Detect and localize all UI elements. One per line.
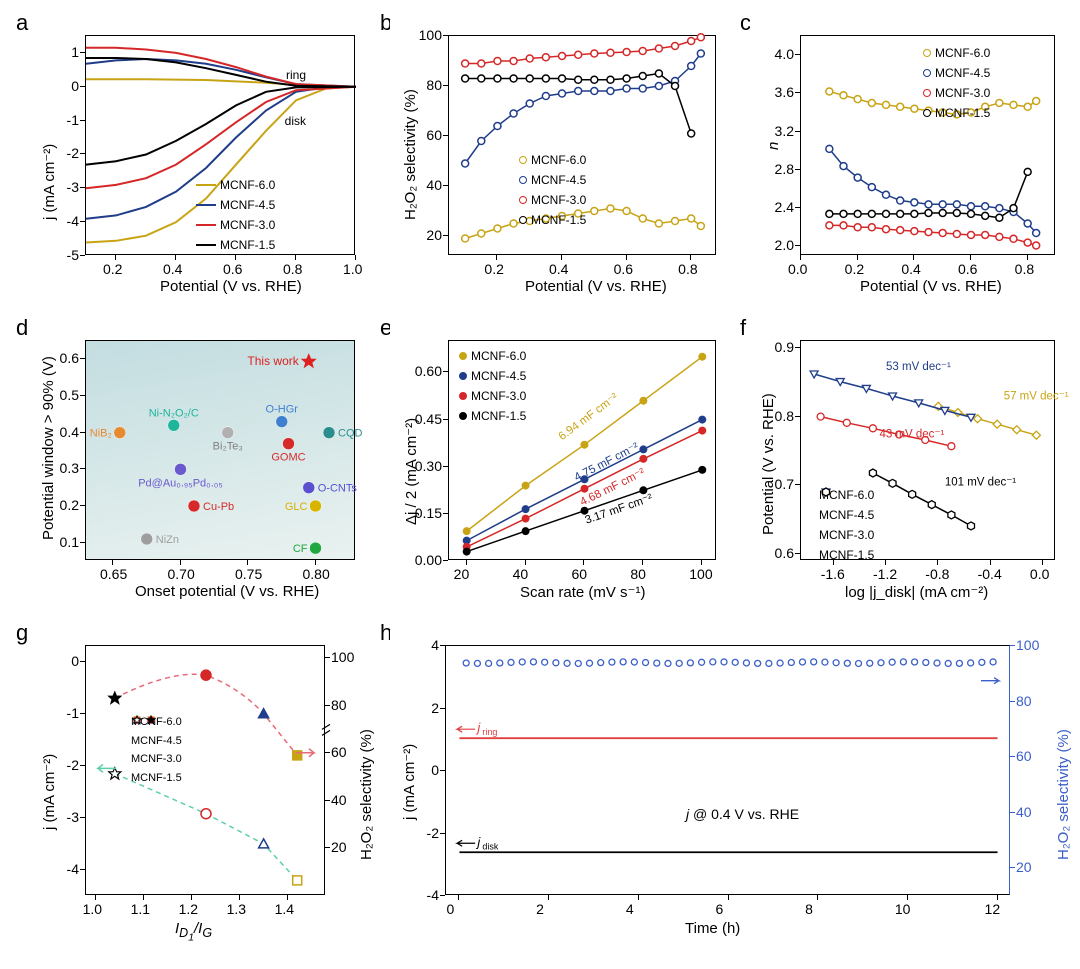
svg-text:43 mV dec⁻¹: 43 mV dec⁻¹ (879, 428, 944, 440)
legend-g: MCNF-6.0 MCNF-4.5 MCNF-3.0 MCNF-1.5 (131, 714, 182, 788)
xlabel-b: Potential (V vs. RHE) (525, 278, 667, 295)
svg-text:CQD: CQD (338, 428, 363, 440)
panel-h: jringjdisk j @ 0.4 V vs. RHE 024681012-4… (390, 630, 1070, 950)
plot-area-b: MCNF-6.0MCNF-4.5MCNF-3.0MCNF-1.5 (448, 35, 716, 255)
panel-label-g: g (16, 620, 28, 646)
panel-label-a: a (16, 10, 28, 36)
xlabel-e: Scan rate (mV s⁻¹) (520, 583, 645, 601)
plot-area-f: 57 mV dec⁻¹53 mV dec⁻¹43 mV dec⁻¹101 mV … (800, 340, 1055, 560)
plot-area-g: MCNF-6.0 MCNF-4.5 MCNF-3.0 MCNF-1.5 (85, 645, 325, 895)
xlabel-h: Time (h) (685, 920, 740, 937)
annot-disk: disk (285, 114, 306, 128)
ylabel-g-right: H₂O₂ selectivity (%) (358, 729, 375, 860)
panel-g: MCNF-6.0 MCNF-4.5 MCNF-3.0 MCNF-1.5 1.01… (30, 630, 370, 950)
svg-text:Ni-N₂O₂/C: Ni-N₂O₂/C (149, 407, 199, 419)
svg-text:disk: disk (482, 841, 499, 851)
panel-e: 6.94 mF cm⁻²4.75 mF cm⁻²4.68 mF cm⁻²3.17… (390, 325, 730, 615)
plot-area-d: NiB₂Ni-N₂O₂/CBi₂Te₃O-HGrCQDGOMCPd@Au₀.₉₅… (85, 340, 355, 560)
svg-text:GOMC: GOMC (271, 452, 305, 464)
ylabel-b: H₂O₂ selectivity (%) (402, 89, 419, 220)
panel-f: 57 mV dec⁻¹ 53 mV dec⁻¹ 43 mV dec⁻¹ 101 mV … (750, 325, 1070, 615)
ylabel-f: Potential (V vs. RHE) (760, 393, 777, 535)
panel-label-f: f (740, 315, 746, 341)
plot-area-e: 6.94 mF cm⁻²4.75 mF cm⁻²4.68 mF cm⁻²3.17… (448, 340, 716, 560)
panel-c: MCNF-6.0MCNF-4.5MCNF-3.0MCNF-1.5 0.00.20… (750, 20, 1070, 310)
chart-svg-g (86, 646, 326, 896)
annot-ring: ring (286, 68, 306, 82)
svg-text:Pd@Au₀.₉₅Pd₀.₀₅: Pd@Au₀.₉₅Pd₀.₀₅ (138, 477, 223, 489)
figure-grid: a b c d e f g h ring disk MCNF-6.0MCNF-4… (10, 10, 1070, 959)
svg-text:This work: This work (247, 354, 299, 368)
svg-text:6.94 mF cm⁻²: 6.94 mF cm⁻² (557, 391, 621, 443)
panel-d: NiB₂ Ni-N₂O₂/C Bi₂Te₃ O-HGr CQD GOMC Pd@Au₀.₉₅… (30, 325, 370, 615)
ylabel-h-left: j (mA cm⁻²) (400, 744, 418, 820)
svg-text:53 mV dec⁻¹: 53 mV dec⁻¹ (886, 361, 951, 373)
xlabel-c: Potential (V vs. RHE) (860, 278, 1002, 295)
ylabel-g-left: j (mA cm⁻²) (40, 754, 58, 830)
svg-text:O-CNTs: O-CNTs (318, 483, 358, 495)
legend-e: MCNF-6.0MCNF-4.5MCNF-3.0MCNF-1.5 (459, 347, 526, 427)
svg-text:101 mV dec⁻¹: 101 mV dec⁻¹ (945, 476, 1016, 488)
svg-text:ring: ring (482, 727, 497, 737)
xlabel-f: log |j_disk| (mA cm⁻²) (845, 583, 988, 601)
plot-area-c: MCNF-6.0MCNF-4.5MCNF-3.0MCNF-1.5 (800, 35, 1055, 255)
ylabel-e: Δj / 2 (mA cm⁻²) (402, 418, 420, 525)
xlabel-d: Onset potential (V vs. RHE) (135, 583, 319, 600)
plot-area-h: jringjdisk j @ 0.4 V vs. RHE (445, 645, 1010, 895)
svg-text:j: j (475, 834, 481, 849)
chart-svg-d: NiB₂Ni-N₂O₂/CBi₂Te₃O-HGrCQDGOMCPd@Au₀.₉₅… (86, 341, 356, 561)
legend-f: MCNF-6.0 MCNF-4.5 MCNF-3.0 MCNF-1.5 (819, 486, 874, 566)
svg-text:57 mV dec⁻¹: 57 mV dec⁻¹ (1004, 390, 1069, 402)
ylabel-d: Potential window > 90% (V) (40, 356, 57, 540)
chart-svg-h: jringjdisk (446, 646, 1011, 896)
svg-text:Bi₂Te₃: Bi₂Te₃ (213, 441, 243, 453)
legend-a: MCNF-6.0MCNF-4.5MCNF-3.0MCNF-1.5 (196, 176, 275, 256)
xlabel-a: Potential (V vs. RHE) (160, 278, 302, 295)
note-h: j @ 0.4 V vs. RHE (686, 806, 799, 822)
ylabel-a: j (mA cm⁻²) (40, 144, 58, 220)
panel-b: MCNF-6.0MCNF-4.5MCNF-3.0MCNF-1.5 0.20.40… (390, 20, 730, 310)
svg-text:GLC: GLC (285, 501, 308, 513)
svg-text:j: j (475, 720, 481, 735)
legend-b: MCNF-6.0MCNF-4.5MCNF-3.0MCNF-1.5 (519, 151, 586, 231)
svg-text:NiB₂: NiB₂ (90, 428, 112, 440)
legend-c: MCNF-6.0MCNF-4.5MCNF-3.0MCNF-1.5 (923, 44, 990, 124)
svg-text:Cu-Pb: Cu-Pb (203, 501, 234, 513)
plot-area-a: ring disk MCNF-6.0MCNF-4.5MCNF-3.0MCNF-1… (85, 35, 355, 255)
panel-label-d: d (16, 315, 28, 341)
xlabel-g: ID1/IG (175, 920, 212, 944)
ylabel-c: n (765, 142, 782, 150)
svg-text:CF: CF (293, 543, 308, 555)
svg-text:O-HGr: O-HGr (266, 404, 299, 416)
panel-a: ring disk MCNF-6.0MCNF-4.5MCNF-3.0MCNF-1… (30, 20, 370, 310)
svg-text:NiZn: NiZn (156, 534, 179, 546)
ylabel-h-right: H₂O₂ selectivity (%) (1055, 729, 1072, 860)
